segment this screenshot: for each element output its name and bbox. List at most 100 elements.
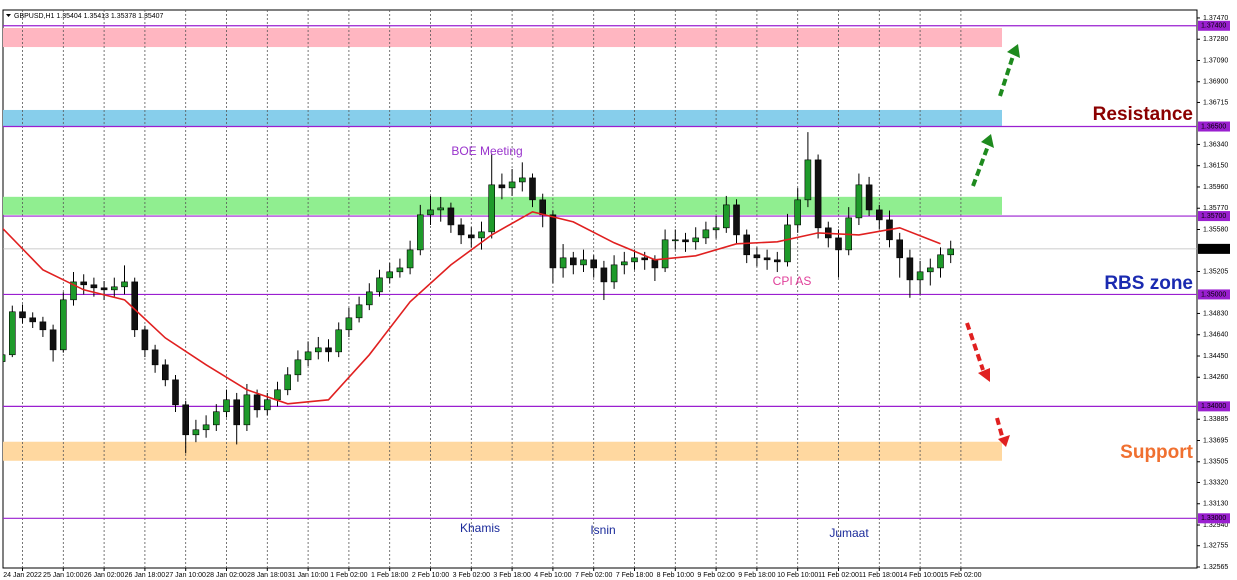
candle-body [243,394,251,426]
x-tick-label: 27 Jan 10:00 [165,572,206,579]
candle-body [916,271,924,281]
candle-body [600,267,608,283]
chart-header: GBPUSD,H1 1.35404 1.35413 1.35378 1.3540… [14,13,164,20]
y-tick-label: 1.34260 [1203,374,1228,381]
moving-average [3,210,941,405]
x-tick-label: 28 Jan 02:00 [206,572,247,579]
menu-triangle [6,14,11,17]
candle-body [396,267,404,273]
candle-body [192,429,200,436]
candle-body [906,257,914,281]
candle-body [131,281,138,331]
arrows [965,44,1020,447]
annotation: BOE Meeting [451,144,522,158]
y-tick-label: 1.37090 [1203,57,1228,64]
candle-body [498,184,506,189]
zone [3,196,1002,215]
candle-body [661,239,669,269]
arrow-head [1007,44,1020,58]
candle-body [416,214,424,251]
y-tick-label: 1.35770 [1203,205,1228,212]
zone-label: Resistance [1093,104,1193,125]
candle-body [875,209,883,221]
candle-body [80,281,87,286]
x-tick-label: 2 Feb 10:00 [412,572,449,579]
candle-body [631,257,638,263]
level-label: 1.36500 [1201,123,1226,130]
x-tick-label: 11 Feb 18:00 [859,572,900,579]
x-tick-label: 25 Jan 10:00 [43,572,84,579]
candle-body [70,281,77,301]
arrow-head [981,134,994,148]
candle-body [314,347,322,353]
candle-body [508,181,516,189]
candle-body [365,291,373,306]
y-tick-label: 1.33885 [1203,416,1228,423]
candle-body [610,264,618,283]
y-tick-label: 1.37280 [1203,36,1228,43]
candle-body [896,239,904,259]
candle-body [151,349,159,366]
x-tick-label: 4 Feb 10:00 [534,572,571,579]
plot-frame [2,9,1198,569]
y-tick-label: 1.35205 [1203,268,1228,275]
candle-body [865,184,873,211]
candle-body [641,257,649,261]
candle-body [202,424,210,431]
arrow-head [998,435,1010,447]
candle-body [722,204,730,229]
y-tick-label: 1.36900 [1203,79,1228,86]
candle-body [376,277,383,293]
candle-body [325,347,332,353]
candle-body [620,261,628,266]
candle-body [692,237,700,243]
candle-body [529,177,536,201]
candle-body [59,299,67,351]
candle-body [213,411,220,426]
annotation: Isnin [590,523,615,537]
candle-body [539,199,547,216]
grid [22,10,962,568]
candle-body [651,259,659,269]
x-tick-label: 14 Feb 10:00 [899,572,940,579]
candle-body [335,329,343,353]
candle-body [121,281,128,288]
y-tick-label: 1.34640 [1203,332,1228,339]
zone-label: RBS zone [1104,273,1193,294]
level-label: 1.35700 [1201,213,1226,220]
candle-body [712,227,720,231]
candle-body [855,184,863,219]
candle-body [753,254,761,259]
candle-body [702,229,710,239]
candle-body [223,399,230,413]
y-tick-label: 1.37470 [1203,15,1228,22]
candle-body [19,311,26,319]
x-tick-label: 10 Feb 10:00 [777,572,818,579]
candle-body [447,207,455,226]
y-tick-label: 1.33695 [1203,437,1228,444]
candle-body [947,248,955,256]
x-tick-label: 7 Feb 18:00 [616,572,653,579]
level-label: 1.37400 [1201,23,1226,30]
candle-body [733,204,740,236]
arrow-down [995,417,1004,437]
candle-body [253,394,261,411]
candle-body [671,239,679,242]
candle-body [743,234,751,256]
x-tick-label: 1 Feb 02:00 [330,572,367,579]
candle-body [427,209,434,216]
candle-body [569,257,577,266]
y-tick-label: 1.34830 [1203,310,1228,317]
y-tick-label: 1.33130 [1203,501,1228,508]
levels [3,25,1197,519]
candle-body [488,184,496,233]
x-tick-label: 9 Feb 02:00 [697,572,734,579]
y-tick-label: 1.36150 [1203,163,1228,170]
candle-body [763,257,771,261]
x-tick-label: 7 Feb 02:00 [575,572,612,579]
y-tick-label: 1.32940 [1203,522,1228,529]
x-tick-label: 8 Feb 10:00 [657,572,694,579]
candle-body [835,237,842,251]
y-tick-label: 1.36340 [1203,141,1228,148]
